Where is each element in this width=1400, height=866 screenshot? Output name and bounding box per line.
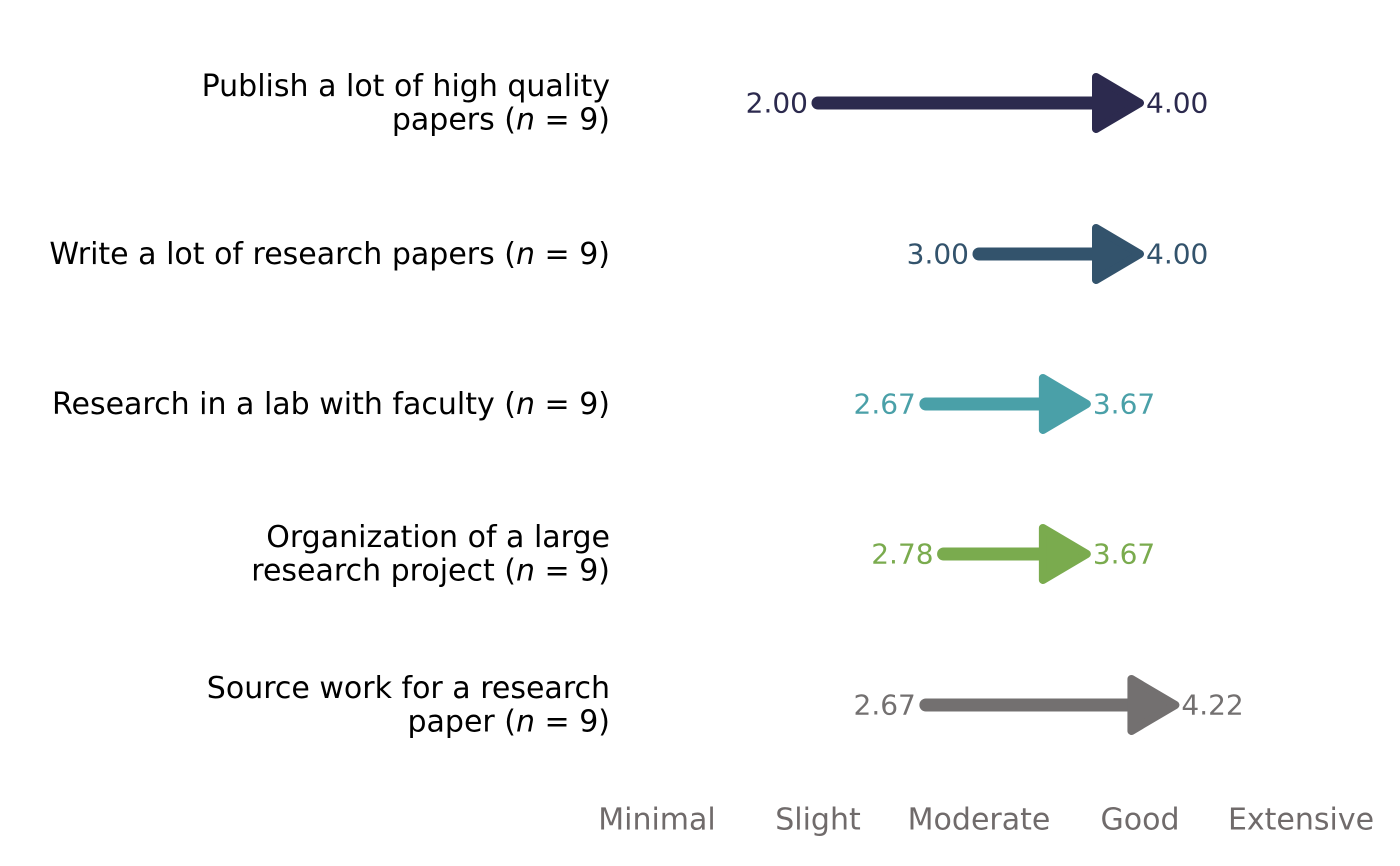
x-axis-ticks: Minimal Slight Moderate Good Extensive	[598, 803, 1374, 838]
arrow-head	[1038, 374, 1091, 434]
category-label: Publish a lot of high quality	[202, 69, 610, 104]
arrow-head	[1092, 224, 1144, 284]
start-value-label: 2.00	[746, 87, 808, 120]
start-value-label: 3.00	[907, 238, 969, 271]
start-value-label: 2.67	[854, 388, 916, 421]
arrow-head	[1038, 524, 1091, 584]
x-tick-label: Extensive	[1228, 803, 1374, 838]
category-label: research project (n = 9)	[251, 553, 610, 588]
category-label: papers (n = 9)	[392, 102, 610, 137]
start-value-label: 2.67	[854, 689, 916, 722]
x-tick-label: Minimal	[598, 803, 716, 838]
end-value-label: 3.67	[1093, 538, 1155, 571]
chart-row: Write a lot of research papers (n = 9) 3.…	[49, 224, 1208, 284]
category-label: paper (n = 9)	[407, 704, 610, 739]
x-tick-label: Moderate	[908, 803, 1051, 838]
start-value-label: 2.78	[871, 538, 933, 571]
arrow-head	[1127, 675, 1180, 735]
arrow-head	[1092, 73, 1144, 133]
end-value-label: 4.22	[1181, 689, 1243, 722]
category-label: Write a lot of research papers (n = 9)	[49, 237, 610, 272]
end-value-label: 3.67	[1093, 388, 1155, 421]
end-value-label: 4.00	[1146, 87, 1208, 120]
category-label: Source work for a research	[207, 671, 610, 706]
chart-row: Research in a lab with faculty (n = 9) 2.…	[52, 374, 1155, 434]
category-label: Research in a lab with faculty (n = 9)	[52, 387, 610, 422]
category-label: Organization of a large	[266, 520, 610, 555]
x-tick-label: Good	[1101, 803, 1180, 838]
end-value-label: 4.00	[1146, 238, 1208, 271]
x-tick-label: Slight	[775, 803, 861, 838]
